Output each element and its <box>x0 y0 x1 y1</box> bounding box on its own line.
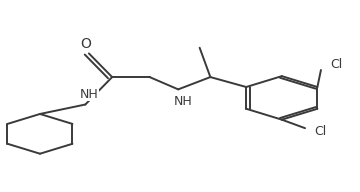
Text: Cl: Cl <box>330 58 342 71</box>
Text: Cl: Cl <box>314 125 326 138</box>
Text: NH: NH <box>174 95 193 108</box>
Text: NH: NH <box>80 88 98 101</box>
Text: O: O <box>81 37 91 51</box>
